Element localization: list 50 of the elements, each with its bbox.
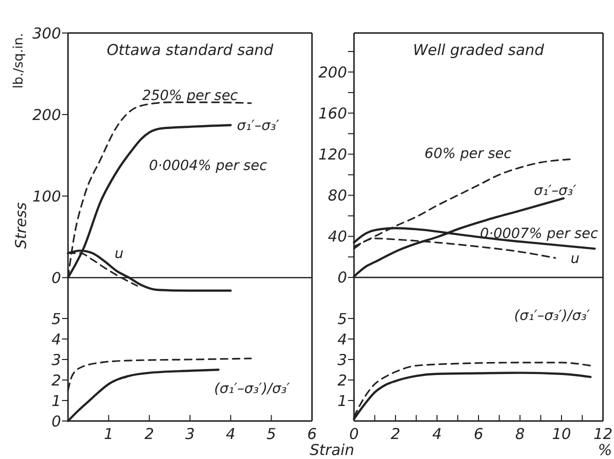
text: Ottawa standard sand xyxy=(106,41,274,59)
annotation: 60% per sec xyxy=(424,146,512,162)
y-tick-label: 80 xyxy=(328,186,347,205)
y-tick-label: 2 xyxy=(51,371,61,390)
x-tick-label: 10 xyxy=(552,425,572,443)
annotation: u xyxy=(114,246,124,262)
y-tick-label: 300 xyxy=(32,24,61,42)
x-tick-label: 4 xyxy=(226,425,236,443)
text: Well graded sand xyxy=(412,41,545,59)
y-tick-label: 3 xyxy=(51,350,61,369)
y-tick-label: 1 xyxy=(51,392,61,410)
y-tick-label: 5 xyxy=(51,310,61,328)
y-tick-label: 3 xyxy=(337,350,347,369)
annotation: 0·0004% per sec xyxy=(148,158,268,174)
y-tick-label: 0 xyxy=(51,412,61,430)
annotation: u xyxy=(570,250,580,267)
y-axis-title: Stress xyxy=(12,202,30,249)
y-tick-label: 160 xyxy=(318,104,347,122)
annotation: σ₁′–σ₃′ xyxy=(534,182,577,199)
x-tick-label: 1 xyxy=(104,425,114,443)
text: lb./sq.in. xyxy=(12,33,27,89)
x-tick-label: 5 xyxy=(266,425,276,443)
x-tick-label: 2 xyxy=(390,425,400,443)
y-tick-label: 2 xyxy=(337,371,347,390)
annotation: 0·0007% per sec xyxy=(480,226,598,242)
annotation: (σ₁′–σ₃′)/σ₃′ xyxy=(514,308,591,324)
x-tick-label: 8 xyxy=(515,425,525,443)
annotation: 250% per sec xyxy=(142,88,238,104)
y-tick-label: 4 xyxy=(51,330,61,348)
y-tick-label: 0 xyxy=(337,268,347,287)
y-tick-label: 200 xyxy=(32,106,61,124)
annotation: σ₁′–σ₃′ xyxy=(236,118,280,134)
y-tick-label: 4 xyxy=(337,330,347,348)
y-tick-label: 0 xyxy=(51,268,61,287)
x-tick-label: 3 xyxy=(185,425,195,443)
x-axis-title: % xyxy=(598,441,612,459)
x-tick-label: 0 xyxy=(349,425,359,443)
y-tick-label: 5 xyxy=(337,310,347,328)
y-tick-label: 40 xyxy=(328,228,347,246)
y-tick-label: 100 xyxy=(32,187,61,206)
annotation: (σ₁′–σ₃′)/σ₃′ xyxy=(214,380,291,397)
x-tick-label: 2 xyxy=(144,425,154,443)
y-tick-label: 200 xyxy=(318,63,347,82)
x-tick-label: 6 xyxy=(307,425,317,443)
x-tick-label: 12 xyxy=(593,425,613,443)
y-tick-label: 1 xyxy=(337,392,347,410)
x-tick-label: 4 xyxy=(432,425,442,443)
x-axis-title: Strain xyxy=(310,441,354,459)
y-tick-label: 120 xyxy=(318,145,347,164)
x-tick-label: 6 xyxy=(474,425,484,443)
